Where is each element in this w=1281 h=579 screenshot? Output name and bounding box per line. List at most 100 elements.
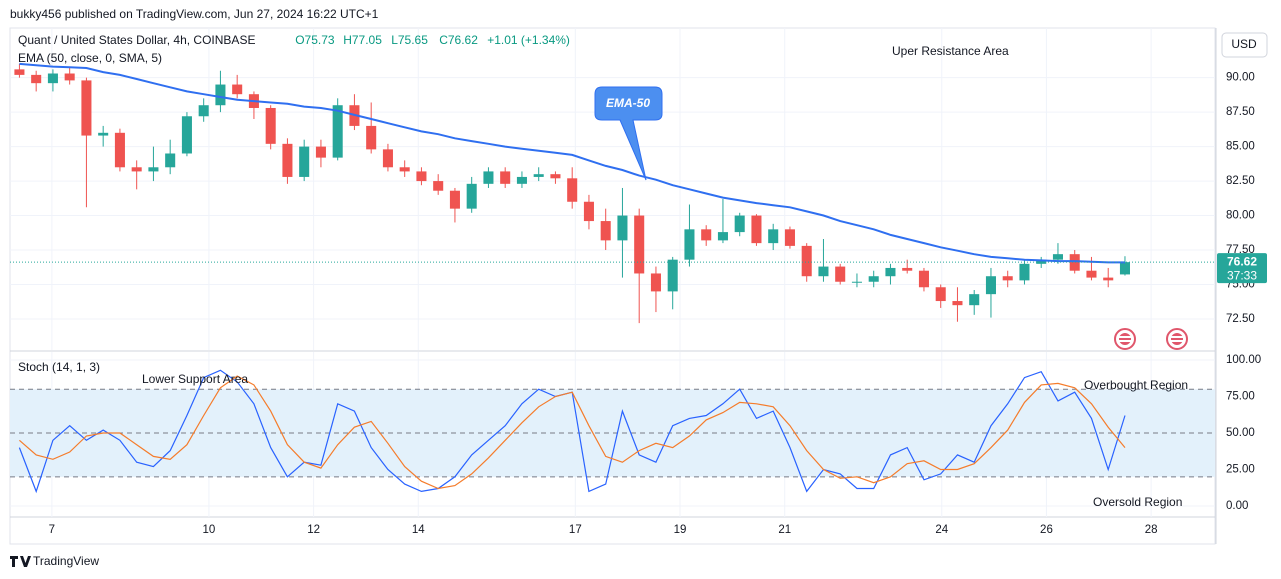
x-tick-label: 24	[935, 524, 948, 536]
y-tick-label: 82.50	[1226, 175, 1255, 187]
candle-body	[466, 183, 477, 209]
candle-body	[366, 125, 377, 150]
candle-body	[751, 215, 762, 244]
candle-body	[332, 105, 343, 158]
ema-legend: EMA (50, close, 0, SMA, 5)	[18, 51, 162, 65]
candle-body	[64, 73, 75, 81]
annotation: Lower Support Area	[142, 372, 248, 386]
candle-body	[717, 232, 728, 241]
candle-body	[399, 167, 410, 172]
price-label-bg	[1217, 253, 1267, 284]
ohlc-value: O75.73	[295, 33, 335, 47]
candle-body	[768, 229, 779, 244]
candle-body	[148, 167, 159, 172]
ohlc-value: +1.01 (+1.34%)	[487, 33, 570, 47]
candle-body	[952, 301, 963, 306]
publish-note: bukky456 published on TradingView.com, J…	[10, 7, 379, 21]
candle-body	[902, 267, 913, 271]
candle-body	[516, 176, 527, 184]
currency: USD	[1231, 37, 1257, 51]
y-tick-label: 72.50	[1226, 313, 1255, 325]
candle-body	[1002, 276, 1013, 281]
candle-body	[885, 267, 896, 277]
symbol-title: Quant / United States Dollar, 4h, COINBA…	[18, 33, 255, 47]
overlay: Quant / United States Dollar, 4h, COINBA…	[10, 33, 1267, 568]
candle-body	[1086, 270, 1097, 278]
footer: TradingView	[33, 554, 99, 568]
candle-body	[583, 201, 594, 222]
y-tick-label: 75.00	[1226, 391, 1255, 403]
candle-body	[282, 143, 293, 177]
candle-body	[181, 116, 192, 154]
candle-body	[1103, 277, 1114, 281]
marks	[10, 62, 1215, 494]
candle-body	[650, 273, 661, 292]
annotation: Uper Resistance Area	[892, 44, 1009, 58]
candle-body	[600, 221, 611, 241]
y-tick-label: 80.00	[1226, 210, 1255, 222]
candle-body	[918, 270, 929, 288]
x-tick-label: 21	[778, 524, 791, 536]
candle-body	[315, 146, 326, 158]
candle-body	[449, 190, 460, 209]
currency-button[interactable]	[1221, 32, 1268, 58]
candle-body	[433, 181, 444, 191]
x-tick-label: 28	[1145, 524, 1158, 536]
candle-body	[483, 171, 494, 184]
candle-body	[801, 245, 812, 277]
logo	[10, 556, 31, 567]
x-tick-label: 19	[674, 524, 687, 536]
candle-body	[14, 69, 25, 75]
candle-body	[299, 146, 310, 177]
candle-body	[684, 229, 695, 260]
ohlc-value: H77.05	[343, 33, 382, 47]
y-tick-label: 0.00	[1226, 500, 1248, 512]
ohlc-value: L75.65	[391, 33, 428, 47]
candle-body	[784, 229, 795, 246]
flag-icon[interactable]	[1114, 328, 1136, 350]
candle-body	[634, 215, 645, 274]
y-tick-label: 100.00	[1226, 354, 1261, 366]
candle-body	[667, 259, 678, 292]
candle-body	[1119, 262, 1130, 275]
candle-body	[734, 215, 745, 233]
candle-body	[165, 153, 176, 168]
candle-body	[1069, 254, 1080, 271]
candle-body	[550, 174, 561, 179]
x-tick-label: 26	[1040, 524, 1053, 536]
candle-body	[935, 287, 946, 302]
candle-body	[533, 174, 544, 177]
candle-body	[265, 107, 276, 144]
y-tick-label: 85.00	[1226, 141, 1255, 153]
candle-body	[1019, 263, 1030, 281]
candle-body	[81, 80, 92, 136]
candle-body	[868, 276, 879, 282]
y-tick-label: 77.50	[1226, 244, 1255, 256]
x-tick-label: 17	[569, 524, 582, 536]
y-tick-label: 90.00	[1226, 72, 1255, 84]
stoch-title: Stoch (14, 1, 3)	[18, 360, 100, 374]
x-tick-label: 12	[307, 524, 320, 536]
annotation: Overbought Region	[1084, 378, 1188, 392]
candle-body	[198, 105, 209, 117]
candle-body	[215, 84, 226, 106]
candle-body	[31, 74, 42, 84]
countdown: 37:33	[1227, 268, 1257, 282]
candle-body	[131, 167, 142, 172]
y-tick-label: 50.00	[1226, 427, 1255, 439]
callout	[594, 86, 663, 181]
candle-body	[47, 73, 58, 84]
candle-body	[382, 149, 393, 168]
y-tick-label: 25.00	[1226, 464, 1255, 476]
flag-icon[interactable]	[1166, 328, 1188, 350]
candle-body	[985, 276, 996, 295]
stoch-line	[19, 375, 1126, 490]
candle-body	[818, 266, 829, 277]
candle-body	[617, 215, 628, 241]
x-tick-label: 7	[49, 524, 55, 536]
x-tick-label: 14	[412, 524, 425, 536]
candle-body	[1052, 254, 1063, 260]
y-tick-label: 87.50	[1226, 106, 1255, 118]
candle-body	[416, 171, 427, 182]
